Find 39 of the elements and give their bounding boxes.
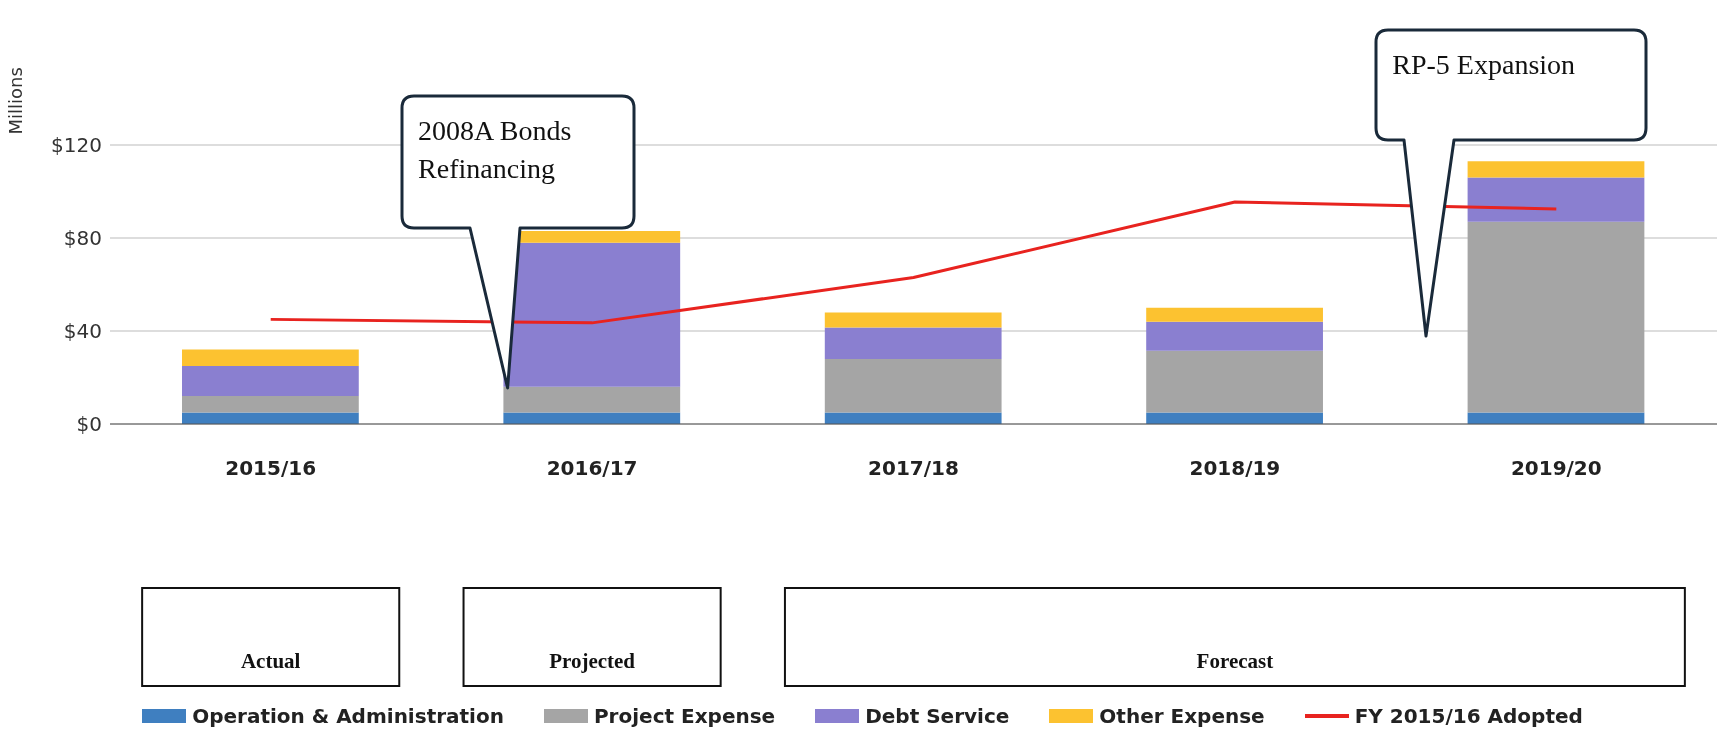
bar [824, 327, 1002, 359]
bar [1467, 161, 1645, 178]
bar [1146, 350, 1323, 413]
x-tick-label: 2017/18 [868, 456, 959, 480]
line-series [269, 200, 1558, 325]
y-tick-label: $0 [76, 412, 102, 437]
bar [182, 365, 359, 397]
bar [182, 349, 359, 366]
y-axis-title: Millions [5, 67, 27, 135]
y-tick-label: $120 [51, 133, 102, 158]
bar [182, 412, 359, 424]
bar [1146, 307, 1323, 322]
text: Actual [240, 649, 301, 673]
bar [824, 412, 1002, 424]
bar [1467, 221, 1645, 413]
text: RP-5 Expansion [1392, 48, 1577, 82]
bar [182, 396, 359, 413]
x-tick-label: 2019/20 [1510, 456, 1602, 480]
legend-label: Project Expense [593, 704, 776, 728]
x-tick-label: 2018/19 [1189, 456, 1281, 480]
y-tick-label: $80 [63, 226, 102, 251]
bar [1146, 412, 1323, 424]
text: Forecast [1196, 649, 1274, 673]
x-tick-label: 2016/17 [546, 456, 638, 480]
bar [1146, 321, 1323, 351]
bar [1467, 177, 1645, 222]
text: Projected [549, 649, 636, 673]
bar [1467, 412, 1645, 424]
annotation: 2008A Bonds Refinancing [418, 114, 573, 186]
legend-label: Operation & Administration [192, 704, 504, 728]
y-tick-label: $40 [63, 319, 102, 344]
legend-label: Other Expense [1099, 704, 1265, 728]
legend-label: FY 2015/16 Adopted [1354, 704, 1583, 728]
x-tick-label: 2015/16 [225, 456, 317, 480]
bar [503, 412, 681, 424]
bar [824, 358, 1002, 413]
legend-label: Debt Service [865, 704, 1010, 728]
bar [824, 312, 1002, 328]
bar [503, 386, 681, 413]
